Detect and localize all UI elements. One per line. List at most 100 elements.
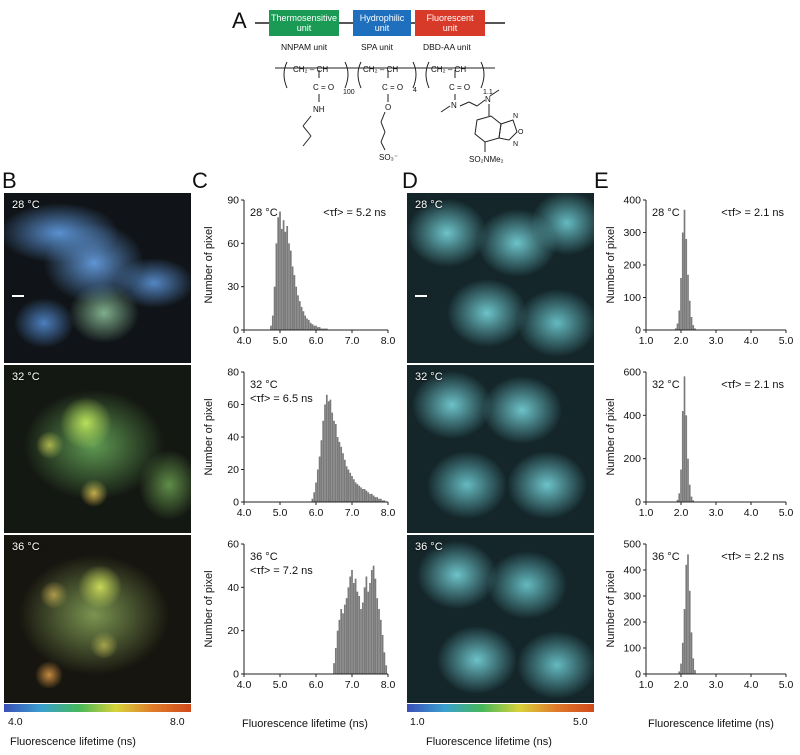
svg-text:CH₂ – CH: CH₂ – CH (293, 65, 328, 74)
histogram-bar (370, 493, 373, 502)
histogram-bar (343, 604, 346, 674)
histogram-bar (322, 420, 325, 502)
histogram-bar (340, 446, 343, 502)
y-tick-label: 0 (233, 669, 239, 681)
y-tick-label: 60 (227, 238, 239, 250)
histogram-bar (293, 275, 296, 330)
histogram-bar (289, 250, 292, 330)
y-tick-label: 600 (623, 367, 641, 379)
histogram-bar (378, 498, 380, 502)
histogram-bar (385, 665, 388, 674)
histogram-bar (270, 325, 272, 330)
temp-label: 32 °C (250, 379, 278, 391)
histogram-bar (352, 583, 355, 674)
mean-lifetime-annotation: <τf> = 6.5 ns (250, 393, 313, 405)
histogram-bar (374, 497, 377, 502)
temp-label: 36 °C (652, 551, 680, 563)
y-tick-label: 400 (623, 565, 641, 577)
x-tick-label: 3.0 (709, 507, 724, 519)
histogram-bar (685, 239, 688, 330)
histogram-bar (680, 663, 682, 674)
histogram-bar (360, 487, 362, 502)
histogram-bar (356, 591, 359, 674)
mean-lifetime-annotation: <τf> = 2.1 ns (721, 379, 784, 391)
histogram-bar (331, 412, 334, 502)
temp-label: 36 °C (415, 541, 443, 553)
histogram-bar (376, 598, 379, 674)
histogram-bar (685, 415, 688, 502)
histogram-bar (351, 476, 353, 502)
histogram-c-36: 4.0 5.0 6.0 7.0 8.0 0 20 40 60 Number of pixel 36 … (203, 539, 396, 692)
histogram-bar (275, 243, 278, 330)
x-tick-label: 5.0 (779, 335, 794, 347)
histogram-bar (342, 453, 344, 502)
y-axis-label: Number of pixel (605, 570, 617, 647)
svg-text:N: N (513, 141, 518, 148)
x-tick-label: 4.0 (744, 679, 759, 691)
histogram-bar (347, 469, 350, 502)
monomer-label-dbdaa: DBD-AA unit (423, 42, 471, 52)
chemical-structure: CH₂ – CH C = O NH 100 CH₂ – CH C = O O S… (275, 61, 524, 164)
histogram-bar (358, 596, 361, 674)
y-tick-label: 200 (623, 453, 641, 465)
histogram-bar (345, 466, 348, 502)
histogram-bar (361, 489, 364, 502)
histogram-bar (354, 482, 357, 502)
histogram-bar (688, 300, 691, 330)
x-tick-label: 6.0 (309, 679, 324, 691)
y-tick-label: 0 (233, 325, 239, 337)
histogram-bar (694, 328, 696, 330)
histogram-bar (320, 440, 323, 502)
x-tick-label: 3.0 (709, 679, 724, 691)
histogram-bar (329, 399, 332, 502)
histogram-bar (681, 232, 684, 330)
colorbar-b-title: Fluorescence lifetime (ns) (10, 736, 136, 748)
histogram-bar (369, 583, 371, 674)
temp-label: 28 °C (652, 207, 680, 219)
histogram-bar (374, 578, 377, 674)
x-tick-label: 5.0 (273, 335, 288, 347)
y-tick-label: 200 (623, 260, 641, 272)
svg-text:N: N (485, 95, 491, 104)
micrograph-d-28: 28 °C (407, 193, 594, 363)
histogram-bar (349, 472, 352, 502)
histogram-bar (356, 484, 359, 502)
histogram-bar (360, 609, 362, 674)
x-tick-label: 1.0 (639, 679, 654, 691)
micrograph-b-32: 32 °C (4, 365, 191, 533)
mean-lifetime-annotation: <τf> = 2.2 ns (721, 551, 784, 563)
x-tick-label: 4.0 (744, 507, 759, 519)
y-tick-label: 60 (227, 539, 239, 551)
y-tick-label: 0 (233, 497, 239, 509)
y-tick-label: 0 (635, 325, 641, 337)
histogram-bar (297, 295, 299, 330)
histogram-bar (683, 376, 686, 502)
histogram-bar (680, 278, 682, 330)
histogram-bar (361, 602, 364, 674)
x-tick-label: 2.0 (674, 507, 689, 519)
x-tick-label: 8.0 (381, 679, 396, 691)
histogram-bar (378, 609, 380, 674)
histogram-bar (687, 554, 689, 674)
histogram-bar (381, 500, 384, 502)
colorbar-d (407, 704, 594, 712)
temp-label: 32 °C (652, 379, 680, 391)
x-tick-label: 8.0 (381, 335, 396, 347)
x-tick-label: 6.0 (309, 507, 324, 519)
panel-letter-a: A (232, 8, 247, 33)
histogram-bar (367, 591, 370, 674)
histogram-bar (315, 325, 317, 330)
histogram-bar (367, 492, 370, 502)
histogram-bar (313, 492, 316, 502)
y-tick-label: 300 (623, 591, 641, 603)
x-tick-label: 2.0 (674, 335, 689, 347)
histogram-e-32: 1.0 2.0 3.0 4.0 5.0 0 200 400 600 Number of pixel… (605, 367, 793, 520)
histogram-bar (336, 437, 339, 502)
svg-text:C = O: C = O (313, 83, 334, 92)
histogram-bar (279, 211, 281, 330)
histogram-bar (333, 420, 335, 502)
x-tick-label: 4.0 (237, 335, 252, 347)
y-axis-label: Number of pixel (203, 570, 215, 647)
histogram-bar (678, 310, 681, 330)
histogram-bar (383, 500, 386, 502)
